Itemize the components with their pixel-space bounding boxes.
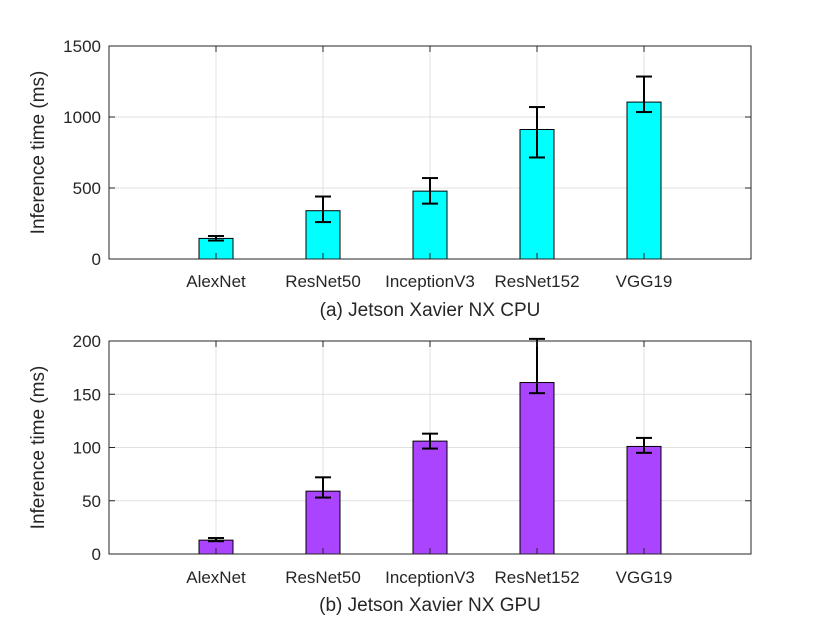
bar-resnet50 [305,490,341,555]
x-tick-label-vgg19: VGG19 [616,568,673,587]
panel-caption: (b) Jetson Xavier NX GPU [319,595,541,616]
y-tick-label-3: 150 [73,385,101,404]
x-tick-label-resnet50: ResNet50 [285,272,361,291]
x-tick-label-alexnet: AlexNet [186,568,246,587]
y-tick-label-0: 0 [92,545,101,564]
bar-vgg19 [626,101,662,260]
y-axis-label: Inference time (ms) [28,366,49,530]
x-tick-label-vgg19: VGG19 [616,272,673,291]
x-tick-label-resnet152: ResNet152 [494,568,579,587]
y-tick-label-3: 1500 [63,37,101,56]
y-tick-label-1: 500 [73,179,101,198]
y-tick-label-2: 100 [73,439,101,458]
x-tick-label-alexnet: AlexNet [186,272,246,291]
x-tick-label-resnet50: ResNet50 [285,568,361,587]
y-axis-label: Inference time (ms) [28,71,49,235]
y-tick-label-0: 0 [92,250,101,269]
bar-inceptionv3 [412,440,448,555]
x-tick-label-resnet152: ResNet152 [494,272,579,291]
chart-cpu: 0 500 1000 1500 AlexNet ResNet50 InceptionV3 Re… [28,37,752,321]
y-tick-label-1: 50 [82,492,101,511]
x-tick-label-inceptionv3: InceptionV3 [385,568,475,587]
x-tick-label-inceptionv3: InceptionV3 [385,272,475,291]
bar-resnet152 [519,382,555,555]
bar-vgg19 [626,445,662,555]
chart-gpu: 0 50 100 150 200 AlexNet ResNet50 InceptionV3 Re… [28,332,752,616]
y-tick-label-2: 1000 [63,108,101,127]
panel-caption: (a) Jetson Xavier NX CPU [320,300,541,321]
y-tick-label-4: 200 [73,332,101,351]
